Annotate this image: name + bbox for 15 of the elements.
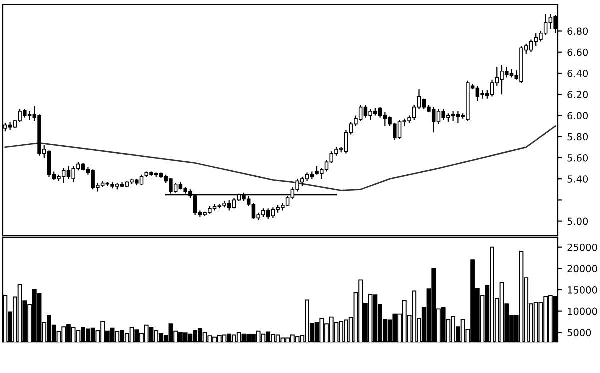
y-tick-label: 6.00 — [568, 112, 588, 120]
y-tick-label: 5.00 — [568, 218, 588, 226]
y-tick-label: 25000 — [568, 244, 598, 252]
y-tick-label: 6.20 — [568, 91, 588, 98]
line-series — [4, 126, 556, 192]
y-tick-label: 10000 — [568, 308, 598, 316]
y-tick-label: 20000 — [568, 265, 598, 273]
y-tick-label: 5.40 — [568, 176, 588, 183]
y-tick-label: 5000 — [568, 329, 592, 336]
y-tick-label: 15000 — [568, 286, 598, 294]
y-tick-label: 6.40 — [568, 70, 588, 78]
y-tick-label: 5.60 — [568, 154, 588, 162]
y-tick-label: 6.80 — [568, 28, 588, 36]
y-tick-label: 6.60 — [568, 48, 588, 56]
y-tick-label: 5.80 — [568, 133, 588, 141]
